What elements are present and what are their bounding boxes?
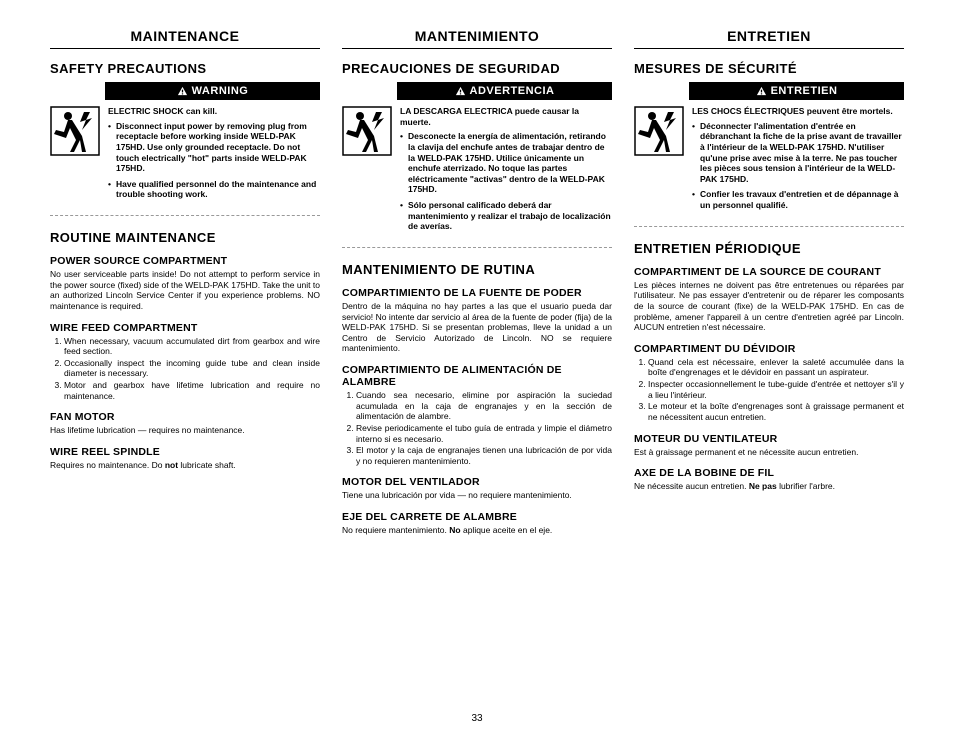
safety-heading-en: SAFETY PRECAUTIONS	[50, 61, 320, 76]
bullet-2: •Sólo personal calificado deberá dar man…	[400, 200, 612, 232]
routine-heading-es: MANTENIMIENTO DE RUTINA	[342, 262, 612, 277]
wire-feed-list: Cuando sea necesario, elimine por aspira…	[342, 390, 612, 466]
electric-shock-icon	[50, 106, 100, 156]
sub-wire-reel: AXE DE LA BOBINE DE FIL	[634, 467, 904, 479]
sub-wire-feed: COMPARTIMIENTO DE ALIMENTACIÓN DE ALAMBR…	[342, 364, 612, 388]
column-spanish: MANTENIMIENTO PRECAUCIONES DE SEGURIDAD …	[342, 28, 612, 536]
list-item: Le moteur et la boîte d'engrenages sont …	[648, 401, 904, 422]
column-french: ENTRETIEN MESURES DE SÉCURITÉ ENTRETIEN …	[634, 28, 904, 536]
sub-wire-feed: COMPARTIMENT DU DÉVIDOIR	[634, 343, 904, 355]
bullet-1: •Desconecte la energía de alimentación, …	[400, 131, 612, 195]
list-item: Cuando sea necesario, elimine por aspira…	[356, 390, 612, 422]
warning-box-fr: ENTRETIEN	[689, 82, 904, 100]
bullet-1: •Disconnect input power by removing plug…	[108, 121, 320, 174]
list-item: El motor y la caja de engranajes tienen …	[356, 445, 612, 466]
bullet-1: •Déconnecter l'alimentation d'entrée en …	[692, 121, 904, 185]
wire-feed-list: When necessary, vacuum accumulated dirt …	[50, 336, 320, 402]
list-item: Motor and gearbox have lifetime lubricat…	[64, 380, 320, 401]
wire-feed-list: Quand cela est nécessaire, enlever la sa…	[634, 357, 904, 423]
warning-triangle-icon	[177, 86, 188, 97]
sub-power-source: COMPARTIMENT DE LA SOURCE DE COURANT	[634, 266, 904, 278]
shock-title: LA DESCARGA ELECTRICA puede causar la mu…	[400, 106, 612, 127]
list-item: When necessary, vacuum accumulated dirt …	[64, 336, 320, 357]
body-wire-reel: No requiere mantenimiento. No aplique ac…	[342, 525, 612, 536]
body-wire-reel: Requires no maintenance. Do not lubricat…	[50, 460, 320, 471]
rule	[342, 48, 612, 49]
warning-label: ADVERTENCIA	[470, 85, 555, 97]
body-wire-reel: Ne nécessite aucun entretien. Ne pas lub…	[634, 481, 904, 492]
dashed-rule	[50, 215, 320, 216]
sub-fan-motor: MOTOR DEL VENTILADOR	[342, 476, 612, 488]
list-item: Revise periodicamente el tubo guía de en…	[356, 423, 612, 444]
safety-heading-fr: MESURES DE SÉCURITÉ	[634, 61, 904, 76]
sub-power-source: COMPARTIMIENTO DE LA FUENTE DE PODER	[342, 287, 612, 299]
warning-box-es: ADVERTENCIA	[397, 82, 612, 100]
body-power-source: Dentro de la máquina no hay partes a las…	[342, 301, 612, 354]
sub-fan-motor: MOTEUR DU VENTILATEUR	[634, 433, 904, 445]
list-item: Occasionally inspect the incoming guide …	[64, 358, 320, 379]
page-columns: MAINTENANCE SAFETY PRECAUTIONS WARNING E…	[50, 28, 904, 536]
sub-power-source: POWER SOURCE COMPARTMENT	[50, 255, 320, 267]
column-english: MAINTENANCE SAFETY PRECAUTIONS WARNING E…	[50, 28, 320, 536]
bullet-2: •Have qualified personnel do the mainten…	[108, 179, 320, 200]
body-fan-motor: Est à graissage permanent et ne nécessit…	[634, 447, 904, 458]
dashed-rule	[634, 226, 904, 227]
safety-block: LES CHOCS ÉLECTRIQUES peuvent être morte…	[634, 106, 904, 216]
warning-triangle-icon	[756, 86, 767, 97]
page-number: 33	[0, 713, 954, 724]
body-power-source: Les pièces internes ne doivent pas être …	[634, 280, 904, 333]
warning-triangle-icon	[455, 86, 466, 97]
shock-title: LES CHOCS ÉLECTRIQUES peuvent être morte…	[692, 106, 904, 117]
warning-label: WARNING	[192, 85, 249, 97]
electric-shock-icon	[634, 106, 684, 156]
sub-wire-reel: EJE DEL CARRETE DE ALAMBRE	[342, 511, 612, 523]
sub-wire-feed: WIRE FEED COMPARTMENT	[50, 322, 320, 334]
body-fan-motor: Has lifetime lubrication — requires no m…	[50, 425, 320, 436]
body-power-source: No user serviceable parts inside! Do not…	[50, 269, 320, 312]
rule	[50, 48, 320, 49]
safety-block: ELECTRIC SHOCK can kill. •Disconnect inp…	[50, 106, 320, 205]
shock-icon-cell	[50, 106, 100, 205]
sub-fan-motor: FAN MOTOR	[50, 411, 320, 423]
rule	[634, 48, 904, 49]
shock-icon-cell	[342, 106, 392, 237]
electric-shock-icon	[342, 106, 392, 156]
routine-heading-en: ROUTINE MAINTENANCE	[50, 230, 320, 245]
list-item: Inspecter occasionnellement le tube-guid…	[648, 379, 904, 400]
shock-title: ELECTRIC SHOCK can kill.	[108, 106, 320, 117]
safety-block: LA DESCARGA ELECTRICA puede causar la mu…	[342, 106, 612, 237]
bullet-2: •Confier les travaux d'entretien et de d…	[692, 189, 904, 210]
body-fan-motor: Tiene una lubricación por vida — no requ…	[342, 490, 612, 501]
main-heading-fr: ENTRETIEN	[634, 28, 904, 44]
sub-wire-reel: WIRE REEL SPINDLE	[50, 446, 320, 458]
main-heading-en: MAINTENANCE	[50, 28, 320, 44]
routine-heading-fr: ENTRETIEN PÉRIODIQUE	[634, 241, 904, 256]
warning-box-en: WARNING	[105, 82, 320, 100]
safety-text: LES CHOCS ÉLECTRIQUES peuvent être morte…	[692, 106, 904, 216]
dashed-rule	[342, 247, 612, 248]
safety-heading-es: PRECAUCIONES DE SEGURIDAD	[342, 61, 612, 76]
main-heading-es: MANTENIMIENTO	[342, 28, 612, 44]
shock-icon-cell	[634, 106, 684, 216]
safety-text: ELECTRIC SHOCK can kill. •Disconnect inp…	[108, 106, 320, 205]
safety-text: LA DESCARGA ELECTRICA puede causar la mu…	[400, 106, 612, 237]
warning-label: ENTRETIEN	[771, 85, 838, 97]
list-item: Quand cela est nécessaire, enlever la sa…	[648, 357, 904, 378]
